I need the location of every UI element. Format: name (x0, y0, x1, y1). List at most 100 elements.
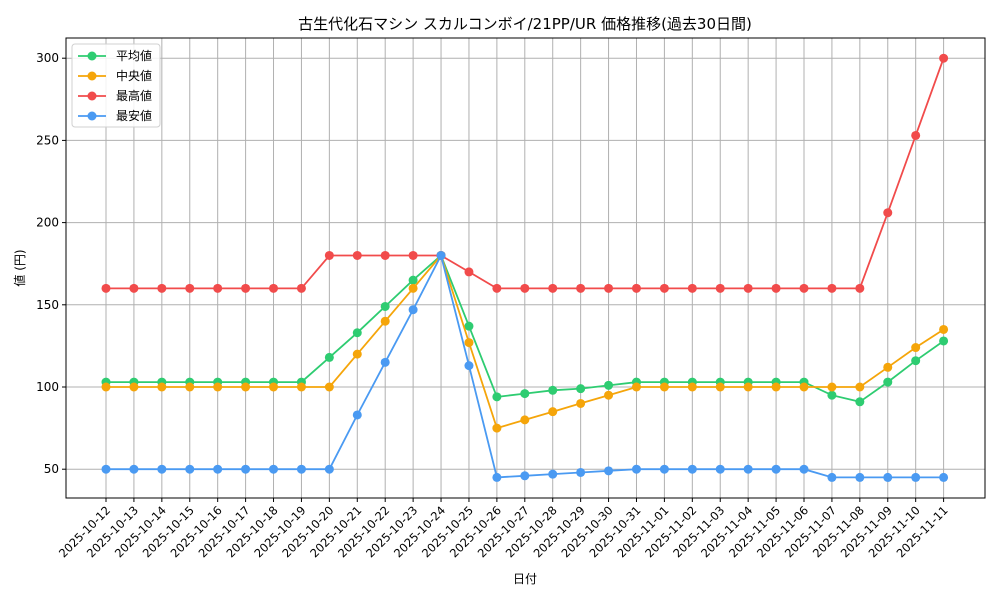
data-point (408, 283, 418, 293)
legend-marker-icon (87, 71, 97, 81)
x-axis: 2025-10-122025-10-132025-10-142025-10-15… (56, 498, 951, 560)
data-point (659, 382, 669, 392)
data-point (520, 389, 530, 399)
legend-label: 最安値 (116, 108, 152, 123)
legend-item: 最安値 (78, 108, 152, 123)
data-point (576, 398, 586, 408)
data-point (520, 415, 530, 425)
data-point (492, 392, 502, 402)
data-point (604, 380, 614, 390)
data-point (855, 283, 865, 293)
legend-label: 中央値 (116, 68, 152, 83)
data-point (464, 338, 474, 348)
legend-label: 最高値 (116, 88, 152, 103)
data-point (380, 301, 390, 311)
y-tick-label: 50 (44, 462, 59, 476)
y-tick-label: 150 (36, 298, 59, 312)
y-tick-label: 200 (36, 216, 59, 230)
data-point (743, 382, 753, 392)
data-point (408, 305, 418, 315)
data-point (324, 464, 334, 474)
data-point (911, 343, 921, 353)
data-point (213, 464, 223, 474)
data-point (296, 464, 306, 474)
data-point (827, 382, 837, 392)
data-point (436, 250, 446, 260)
data-point (520, 283, 530, 293)
data-point (799, 283, 809, 293)
legend-item: 中央値 (78, 68, 152, 83)
data-point (939, 324, 949, 334)
data-point (939, 472, 949, 482)
data-point (799, 464, 809, 474)
data-point (464, 361, 474, 371)
legend-item: 平均値 (78, 48, 152, 63)
data-point (101, 283, 111, 293)
y-axis: 50 100 150 200 250 300 (36, 51, 66, 476)
data-point (771, 464, 781, 474)
data-point (687, 382, 697, 392)
data-point (492, 283, 502, 293)
data-point (911, 472, 921, 482)
data-point (352, 328, 362, 338)
legend-item: 最高値 (78, 88, 152, 103)
legend-box (71, 43, 161, 128)
data-series (101, 53, 949, 482)
data-point (269, 382, 279, 392)
data-point (241, 283, 251, 293)
data-point (715, 283, 725, 293)
data-point (911, 130, 921, 140)
y-tick-label: 300 (36, 51, 59, 65)
data-point (827, 390, 837, 400)
data-point (883, 472, 893, 482)
data-point (576, 467, 586, 477)
data-point (324, 382, 334, 392)
data-point (548, 469, 558, 479)
data-point (939, 53, 949, 63)
data-point (743, 464, 753, 474)
chart-title: 古生代化石マシン スカルコンボイ/21PP/UR 価格推移(過去30日間) (298, 15, 752, 33)
y-tick-label: 100 (36, 380, 59, 394)
data-point (352, 349, 362, 359)
data-point (576, 384, 586, 394)
data-point (157, 464, 167, 474)
legend-marker-icon (87, 111, 97, 121)
data-point (548, 385, 558, 395)
data-point (213, 283, 223, 293)
data-point (464, 321, 474, 331)
y-axis-label: 値 (円) (12, 249, 27, 286)
data-point (241, 464, 251, 474)
data-point (101, 464, 111, 474)
data-point (408, 250, 418, 260)
data-point (241, 382, 251, 392)
legend-marker-icon (87, 91, 97, 101)
data-point (548, 407, 558, 417)
data-point (157, 283, 167, 293)
data-point (296, 382, 306, 392)
data-point (743, 283, 753, 293)
data-point (101, 382, 111, 392)
data-point (631, 283, 641, 293)
data-point (883, 377, 893, 387)
data-point (659, 283, 669, 293)
data-point (129, 283, 139, 293)
data-point (799, 382, 809, 392)
data-point (269, 283, 279, 293)
data-point (771, 382, 781, 392)
data-point (715, 382, 725, 392)
data-point (631, 382, 641, 392)
data-point (604, 466, 614, 476)
data-point (129, 464, 139, 474)
data-point (492, 423, 502, 433)
plot-frame (65, 37, 986, 499)
series-line (101, 53, 949, 293)
data-point (659, 464, 669, 474)
legend-marker-icon (87, 51, 97, 61)
data-point (380, 250, 390, 260)
data-point (911, 356, 921, 366)
data-point (352, 250, 362, 260)
data-point (576, 283, 586, 293)
data-point (408, 275, 418, 285)
